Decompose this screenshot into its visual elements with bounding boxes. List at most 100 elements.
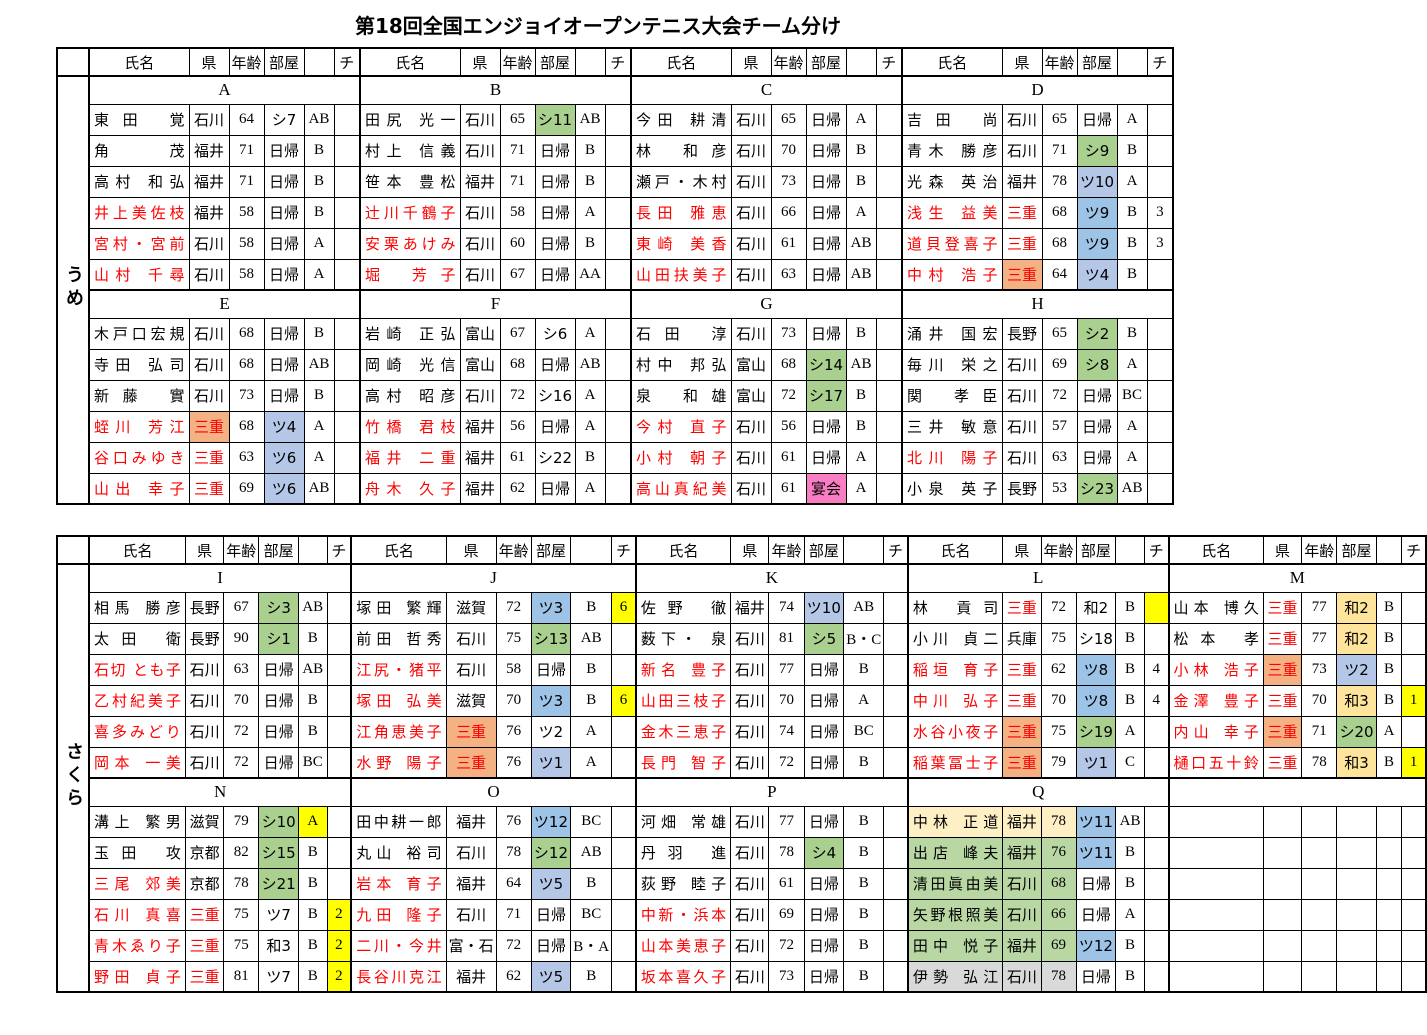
team-cell [883, 715, 909, 748]
corner-cell [56, 535, 90, 565]
room-cell: 日帰 [805, 165, 847, 198]
empty-cell [1167, 836, 1264, 869]
room-cell: 和2 [1336, 622, 1377, 655]
level-cell: B [1115, 929, 1145, 962]
table-row: 青木ゑり子 三重 75 和3 B 2 二川・今井 富・石 72 日帰 B・A 山本美恵子 石川 72 日帰 B… [57, 929, 1427, 962]
team-cell [326, 653, 352, 686]
age-cell: 73 [770, 317, 807, 350]
team-cell [875, 317, 903, 350]
room-cell: ツ2 [1336, 653, 1377, 686]
prefecture-cell: 石川 [730, 653, 770, 686]
level-cell: B [1116, 258, 1148, 291]
team-cell [326, 746, 352, 779]
level-header [297, 535, 328, 565]
name-cell: 辻川千鶴子 [359, 196, 461, 229]
team-cell: 4 [1143, 653, 1170, 686]
level-cell: A [574, 472, 606, 505]
level-header [843, 535, 885, 565]
table-row: 山出 幸子 三重 69 ツ6 AB 舟木 久子 福井 62 日帰 A 高山真紀美 石川 61 宴会 A 小泉 … [57, 472, 1174, 505]
team-cell [1143, 867, 1170, 900]
level-cell: A [303, 410, 335, 443]
prefecture-cell: 石川 [459, 227, 501, 260]
table-row: 石川 真喜 三重 75 ツ7 B 2 九田 隆子 石川 71 日帰 BC 中新・浜本 石川 69 日帰 B 矢野… [57, 898, 1427, 931]
age-cell: 81 [768, 622, 805, 655]
prefecture-cell: 石川 [730, 746, 770, 779]
name-cell: 山出 幸子 [88, 472, 190, 505]
team-cell [1143, 805, 1170, 838]
room-cell: 日帰 [530, 898, 572, 931]
prefecture-cell: 三重 [1002, 653, 1042, 686]
room-cell: ツ6 [263, 472, 305, 505]
prefecture-cell: 三重 [184, 960, 225, 993]
name-cell: 金澤 豊子 [1167, 684, 1264, 717]
name-cell: 角 茂 [88, 134, 190, 167]
age-header: 年齢 [1301, 535, 1338, 565]
empty-cell [1301, 836, 1338, 869]
age-header: 年齢 [768, 535, 805, 565]
room-cell: 日帰 [263, 379, 305, 412]
level-cell: B [1115, 960, 1145, 993]
level-cell: AB [303, 103, 335, 136]
prefecture-cell: 三重 [184, 898, 225, 931]
name-cell: 丸山 裕司 [350, 836, 447, 869]
age-cell: 77 [1301, 622, 1338, 655]
level-cell: AB [1115, 805, 1145, 838]
level-cell: B [843, 836, 885, 869]
table-row: 新藤 實石川 73 日帰 B 高村 昭彦 石川 72 シ16 A 泉 和雄 富山 72 シ17 B 関 孝臣… [57, 379, 1174, 412]
age-cell: 77 [768, 805, 805, 838]
name-header: 氏名 [906, 535, 1004, 565]
room-header: 部屋 [803, 535, 845, 565]
age-cell: 63 [770, 258, 807, 291]
group-letter: Q [906, 777, 1170, 807]
team-header: チ [326, 535, 352, 565]
name-cell: 稲葉冨士子 [906, 746, 1004, 779]
level-cell: B [303, 196, 335, 229]
name-cell: 伊勢 弘江 [906, 960, 1004, 993]
team-cell [1143, 591, 1170, 624]
room-cell: シ16 [534, 379, 576, 412]
group-letter: A [87, 75, 361, 105]
name-cell: 林 和彦 [630, 134, 732, 167]
level-cell: A [845, 196, 877, 229]
room-cell: シ18 [1075, 622, 1117, 655]
room-cell: シ20 [1336, 715, 1377, 748]
pref-header: 県 [188, 47, 230, 77]
empty-cell [1336, 960, 1377, 993]
level-cell: B [1116, 196, 1148, 229]
pref-header: 県 [1262, 535, 1303, 565]
level-cell: B [1116, 317, 1148, 350]
age-cell: 67 [499, 258, 536, 291]
name-cell: 樋口五十鈴 [1167, 746, 1264, 779]
room-cell: ツ12 [1075, 929, 1117, 962]
level-cell: B [843, 960, 885, 993]
room-cell: シ23 [1076, 472, 1118, 505]
name-cell: 堀 芳子 [359, 258, 461, 291]
room-cell: 日帰 [805, 227, 847, 260]
room-cell: ツ5 [530, 960, 572, 993]
room-cell: 和3 [1336, 684, 1377, 717]
name-cell: 高村 昭彦 [359, 379, 461, 412]
name-cell: 水谷小夜子 [906, 715, 1004, 748]
room-cell: 日帰 [1076, 410, 1118, 443]
team-cell [883, 867, 909, 900]
age-cell: 68 [228, 348, 265, 381]
age-cell: 67 [223, 591, 260, 624]
room-cell: 日帰 [1075, 898, 1117, 931]
team-cell: 3 [1146, 227, 1174, 260]
level-header [1115, 535, 1145, 565]
age-cell: 77 [1301, 591, 1338, 624]
empty-cell [1262, 898, 1303, 931]
prefecture-cell: 石川 [730, 805, 770, 838]
room-cell: 日帰 [805, 317, 847, 350]
name-cell: 小泉 英子 [901, 472, 1003, 505]
room-cell: ツ3 [530, 684, 572, 717]
room-cell: 日帰 [805, 441, 847, 474]
age-cell: 65 [1041, 317, 1078, 350]
room-cell: 和2 [1336, 591, 1377, 624]
prefecture-cell: 石川 [1001, 348, 1043, 381]
name-cell: 金木三恵子 [634, 715, 732, 748]
table-row: 角 茂福井 71 日帰 B 村上 信義 石川 71 日帰 B 林 和彦 石川 70 日帰 B 青木 勝彦 石川… [57, 134, 1174, 167]
name-cell: 吉田 尚 [901, 103, 1003, 136]
age-header: 年齢 [495, 535, 532, 565]
prefecture-cell: 石川 [188, 379, 230, 412]
